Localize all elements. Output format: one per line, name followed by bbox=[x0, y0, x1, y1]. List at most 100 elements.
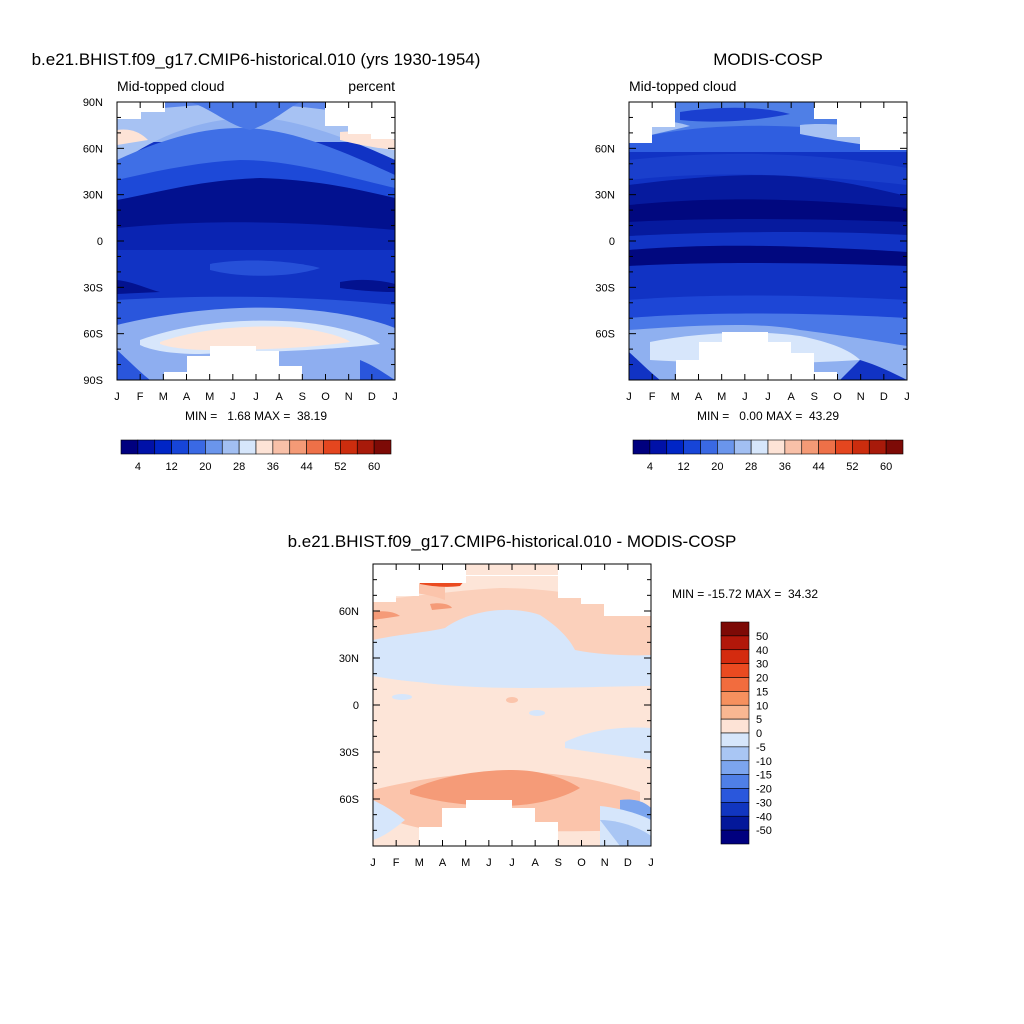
x-tick-label: S bbox=[555, 857, 562, 869]
panel-obs-left-label: Mid-topped cloud bbox=[629, 78, 736, 94]
field-band bbox=[430, 603, 452, 610]
colorbar-swatch bbox=[255, 439, 274, 455]
colorbar-swatch bbox=[784, 439, 803, 455]
missing-data bbox=[676, 332, 837, 380]
field-band bbox=[629, 295, 907, 320]
colorbar-swatch bbox=[767, 439, 786, 455]
panel-obs-stats: MIN = 0.00 MAX = 43.29 bbox=[697, 409, 839, 423]
y-tick-label: 0 bbox=[97, 236, 103, 248]
x-tick-label: A bbox=[439, 857, 447, 869]
colorbar-tick-label: -40 bbox=[756, 811, 772, 823]
x-tick-label: N bbox=[857, 391, 865, 403]
field-band bbox=[565, 727, 651, 760]
colorbar-tick-label: 60 bbox=[368, 461, 380, 473]
colorbar-swatch bbox=[818, 439, 836, 455]
colorbar-swatch bbox=[720, 746, 750, 762]
missing-data bbox=[164, 346, 302, 380]
colorbar-tick-label: 50 bbox=[756, 631, 768, 643]
x-tick-label: M bbox=[205, 391, 214, 403]
colorbar-swatch bbox=[171, 439, 189, 455]
colorbar-tick-label: 60 bbox=[880, 461, 892, 473]
y-tick-label: 0 bbox=[609, 236, 615, 248]
colorbar-swatch bbox=[801, 439, 819, 455]
field-band bbox=[529, 710, 545, 716]
x-tick-label: J bbox=[648, 857, 654, 869]
field-band bbox=[117, 178, 395, 235]
field-band bbox=[680, 107, 790, 122]
colorbar-swatch bbox=[289, 439, 307, 455]
x-tick-label: F bbox=[137, 391, 144, 403]
y-tick-label: 90N bbox=[83, 97, 103, 109]
panel-model: b.e21.BHIST.f09_g17.CMIP6-historical.010… bbox=[32, 50, 481, 473]
colorbar-swatch bbox=[720, 663, 750, 678]
colorbar-swatch bbox=[323, 439, 341, 455]
colorbar-swatch bbox=[649, 439, 668, 455]
colorbar-tick-label: 20 bbox=[199, 461, 211, 473]
colorbar-swatch bbox=[720, 635, 750, 651]
colorbar-tick-label: 28 bbox=[233, 461, 245, 473]
y-tick-label: 30N bbox=[339, 653, 359, 665]
x-tick-label: J bbox=[230, 391, 236, 403]
x-tick-label: J bbox=[486, 857, 492, 869]
colorbar-swatch bbox=[733, 439, 752, 455]
x-tick-label: D bbox=[624, 857, 632, 869]
field-band bbox=[117, 129, 148, 145]
colorbar-tick-label: 44 bbox=[301, 461, 313, 473]
y-tick-label: 60S bbox=[83, 329, 103, 341]
colorbar-tick-label: 20 bbox=[756, 673, 768, 685]
field-band bbox=[410, 770, 580, 806]
colorbar-swatch bbox=[154, 439, 172, 455]
colorbar-swatch bbox=[120, 439, 139, 455]
field-band bbox=[210, 260, 320, 276]
colorbar-swatch bbox=[306, 439, 324, 455]
colorbar-tick-label: -30 bbox=[756, 797, 772, 809]
colorbar-swatch bbox=[720, 649, 750, 664]
colorbar-tick-label: 4 bbox=[135, 461, 141, 473]
panel-obs: MODIS-COSP Mid-topped cloud J F M A M J J A S O N D… bbox=[595, 50, 910, 473]
colorbar-swatch bbox=[373, 439, 392, 455]
colorbar-tick-label: 5 bbox=[756, 714, 762, 726]
field-band bbox=[117, 222, 395, 250]
x-tick-label: J bbox=[904, 391, 910, 403]
colorbar-swatch bbox=[720, 760, 750, 775]
field-band bbox=[373, 611, 400, 620]
colorbar-swatch bbox=[852, 439, 870, 455]
x-tick-label: A bbox=[787, 391, 795, 403]
colorbar-swatch bbox=[188, 439, 206, 455]
field-band bbox=[373, 800, 405, 840]
colorbar-swatch bbox=[720, 815, 750, 831]
y-tick-label: 60S bbox=[339, 794, 359, 806]
x-tick-label: A bbox=[275, 391, 283, 403]
colorbar-tick-label: 20 bbox=[711, 461, 723, 473]
colorbar-tick-label: 36 bbox=[267, 461, 279, 473]
x-tick-label: M bbox=[671, 391, 680, 403]
x-tick-label: F bbox=[649, 391, 656, 403]
panel-diff-axes: J F M A M J J A S O N D J 60N 30N 0 30S 60S bbox=[339, 564, 654, 869]
field-band bbox=[160, 326, 350, 350]
colorbar-tick-label: 52 bbox=[334, 461, 346, 473]
x-tick-label: M bbox=[461, 857, 470, 869]
missing-data bbox=[117, 102, 395, 139]
colorbar-tick-label: 30 bbox=[756, 659, 768, 671]
colorbar-swatch bbox=[717, 439, 735, 455]
x-tick-label: D bbox=[880, 391, 888, 403]
colorbar-tick-label: 10 bbox=[756, 700, 768, 712]
colorbar-swatch bbox=[700, 439, 718, 455]
colorbar-tick-label: -5 bbox=[756, 742, 766, 754]
colorbar-swatch bbox=[720, 774, 750, 789]
colorbar-swatch bbox=[720, 829, 750, 845]
x-tick-label: J bbox=[253, 391, 259, 403]
missing-data bbox=[419, 800, 558, 846]
colorbar-tick-label: 15 bbox=[756, 686, 768, 698]
colorbar-swatch bbox=[720, 718, 750, 734]
missing-data bbox=[629, 102, 907, 150]
panel-diff-title: b.e21.BHIST.f09_g17.CMIP6-historical.010… bbox=[288, 532, 737, 551]
field-band bbox=[392, 694, 412, 700]
colorbar-tick-label: 36 bbox=[779, 461, 791, 473]
colorbar-swatch bbox=[137, 439, 156, 455]
field-band bbox=[340, 279, 395, 292]
y-tick-label: 60S bbox=[595, 329, 615, 341]
colorbar-swatch bbox=[868, 439, 887, 455]
colorbar-swatch bbox=[666, 439, 684, 455]
